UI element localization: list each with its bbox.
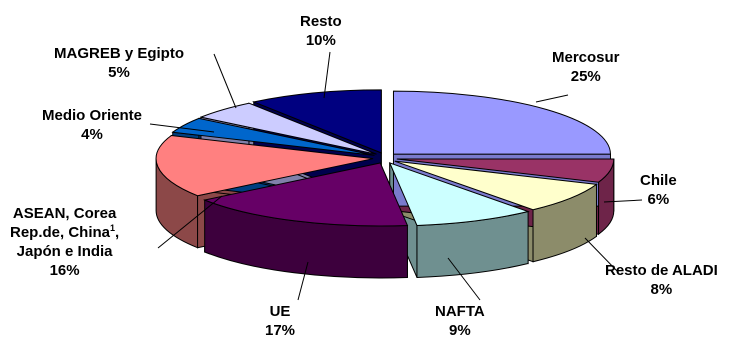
pie-tops bbox=[155, 89, 615, 227]
slice-resto bbox=[252, 89, 382, 154]
leader-lines bbox=[149, 51, 643, 301]
slice-ue bbox=[202, 162, 409, 227]
leader-line-medio-oriente bbox=[149, 123, 215, 133]
slice-chile bbox=[396, 158, 615, 183]
slice-asean-corea-rep-de-china-jap-n-e-india bbox=[155, 134, 374, 197]
label-magreb-y-egipto: MAGREB y Egipto 5% bbox=[54, 45, 184, 81]
label-asean: ASEAN, Corea Rep.de, China1, Japón e Ind… bbox=[10, 205, 120, 279]
label-resto: Resto 10% bbox=[300, 13, 342, 49]
label-resto-de-aladi: Resto de ALADI 8% bbox=[605, 262, 718, 298]
label-nafta: NAFTA 9% bbox=[435, 303, 485, 339]
leader-line-ue bbox=[297, 261, 309, 301]
label-medio-oriente: Medio Oriente 4% bbox=[42, 107, 143, 143]
leader-line-magreb-y-egipto bbox=[213, 53, 237, 109]
label-mercosur: Mercosur 25% bbox=[552, 49, 620, 85]
leader-line-resto bbox=[323, 51, 331, 99]
slice-mercosur bbox=[392, 90, 611, 155]
leader-line-chile bbox=[603, 199, 643, 203]
leader-line-asean-corea-rep-de-china-jap-n-e-india bbox=[157, 195, 223, 249]
leader-line-nafta bbox=[447, 257, 481, 301]
slice-resto-de-aladi bbox=[394, 160, 598, 211]
label-chile: Chile 6% bbox=[640, 172, 677, 208]
slice-magreb-y-egipto bbox=[199, 102, 377, 155]
leader-line-mercosur bbox=[535, 94, 569, 103]
slice-medio-oriente bbox=[171, 117, 375, 156]
slice-nafta bbox=[388, 162, 530, 226]
label-ue: UE 17% bbox=[265, 303, 296, 339]
leader-line-resto-de-aladi bbox=[584, 237, 619, 273]
